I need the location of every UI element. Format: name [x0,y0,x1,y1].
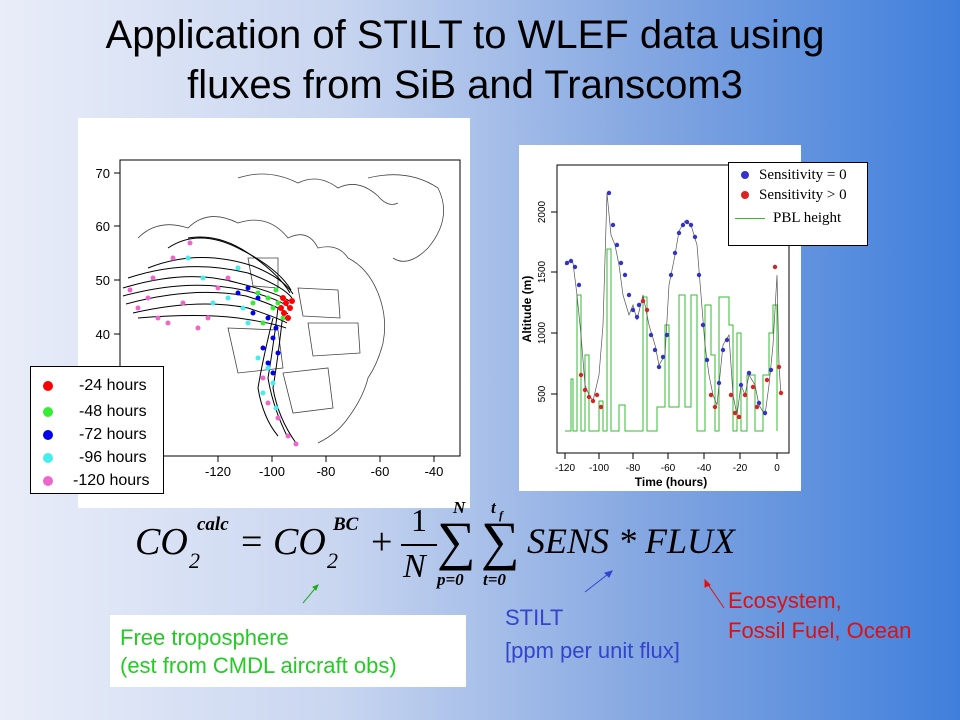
eco-label-2: Fossil Fuel, Ocean [728,618,912,643]
alt-x-tick-label: -120 [555,463,575,474]
eq-co2-bc: CO [273,521,326,563]
altitude-plot: 2000 1500 1000 500 Altitude (m) -120 -10… [519,145,868,491]
eq-sub-2: 2 [189,548,200,573]
alt-y-tick-label: 1000 [537,321,548,344]
pbl-height-line [565,248,778,432]
legend-label: -72 hours [79,426,147,443]
eq-sum-upper-n: N [453,498,466,517]
eco-label-1: Ecosystem, [728,588,842,613]
eq-sum-lower-p: p=0 [437,570,464,589]
legend-dot [43,430,53,440]
alt-legend-box: Sensitivity = 0 Sensitivity > 0 PBL heig… [728,162,868,246]
alt-y-axis: 2000 1500 1000 500 Altitude (m) [520,200,557,402]
alt-y-tick-label: 500 [537,385,548,402]
legend-entry: Sensitivity = 0 [741,167,847,184]
map-y-tick-label: 50 [96,273,110,288]
eq-sens-flux: SENS * FLUX [527,521,736,561]
map-x-axis: -120 -100 -80 -60 -40 [205,456,443,479]
alt-y-tick-label: 2000 [537,200,548,223]
legend-label: Sensitivity > 0 [759,187,847,203]
eq-sum-sign: ∑ [437,511,476,571]
free-trop-line-2: (est from CMDL aircraft obs) [120,653,397,678]
alt-y-tick-label: 1500 [537,260,548,283]
stilt-units: [ppm per unit flux] [505,638,680,663]
map-y-tick-label: 60 [96,219,110,234]
map-x-tick-label: -80 [317,464,336,479]
eq-fraction-bar [401,544,437,546]
trajectory-map-svg: 70 60 50 40 -120 -100 -80 -60 -40 [96,159,461,479]
eq-plus: + [371,521,393,563]
map-y-axis: 70 60 50 40 [96,166,120,342]
eq-sub-2: 2 [327,548,338,573]
alt-x-axis: -120 -100 -80 -60 -40 -20 0 Time (hours) [555,453,780,489]
trajectory-points [127,240,299,447]
eq-sum-sign: ∑ [481,511,520,571]
trajectory-altitude-line [564,192,782,417]
legend-dot [43,476,53,486]
legend-dot [741,191,749,199]
stilt-equation: CO 2 calc = CO 2 BC + 1 N N ∑ p=0 t f ∑ … [135,498,735,598]
slide-title: Application of STILT to WLEF data using … [0,10,930,110]
alt-x-tick-label: -80 [626,463,641,474]
legend-entry: Sensitivity > 0 [741,187,847,204]
free-troposphere-box: Free troposphere (est from CMDL aircraft… [110,615,466,687]
alt-x-tick-label: -40 [697,463,712,474]
eq-equals: = [241,521,263,563]
eq-sum-upper-t-sub: f [499,508,503,522]
legend-label: -96 hours [79,449,147,466]
map-x-tick-label: -120 [205,464,231,479]
legend-dot [741,171,749,179]
legend-label: -48 hours [79,403,147,420]
map-x-tick-label: -60 [371,464,390,479]
eq-sup-calc: calc [197,514,229,535]
alt-y-axis-label: Altitude (m) [520,276,534,343]
alt-x-tick-label: -100 [589,463,609,474]
eq-n-denominator: N [403,548,426,585]
sensitivity-zero-points [564,190,774,416]
legend-entry: PBL height [735,210,841,227]
stilt-label: STILT [505,605,564,630]
map-y-tick-label: 70 [96,166,110,181]
eq-co2-lhs: CO [135,521,188,563]
legend-label: -24 hours [79,377,147,394]
alt-x-tick-label: 0 [774,463,780,474]
alt-x-tick-label: -60 [661,463,676,474]
legend-dot [43,407,53,417]
map-x-tick-label: -100 [259,464,285,479]
map-frame [119,159,461,457]
altitude-plot-svg: 2000 1500 1000 500 Altitude (m) -120 -10… [520,164,790,489]
eq-sum-upper-t: t [491,498,496,517]
stilt-arrow [584,570,613,593]
legend-dot [43,453,53,463]
legend-label: Sensitivity = 0 [759,167,847,183]
eq-one: 1 [411,502,427,538]
sensitivity-positive-points [578,264,784,420]
eq-sum-lower-t: t=0 [483,570,506,589]
free-trop-line-1: Free troposphere [120,625,289,650]
map-x-tick-label: -40 [425,464,444,479]
legend-line [735,218,765,220]
legend-label: -120 hours [73,472,150,489]
legend-dot [43,381,53,391]
eq-sup-bc: BC [333,514,359,535]
alt-x-axis-label: Time (hours) [635,475,707,489]
title-line-1: Application of STILT to WLEF data using [105,13,825,57]
plot-frame [556,164,790,454]
legend-label: PBL height [773,210,842,226]
map-y-tick-label: 40 [96,327,110,342]
map-legend: -24 hours -48 hours -72 hours -96 hours … [30,366,164,494]
alt-x-tick-label: -20 [733,463,748,474]
free-trop-arrow [302,584,319,604]
ecosystem-arrow [704,578,725,609]
coastlines [137,173,444,444]
title-line-2: fluxes from SiB and Transcom3 [187,63,743,107]
